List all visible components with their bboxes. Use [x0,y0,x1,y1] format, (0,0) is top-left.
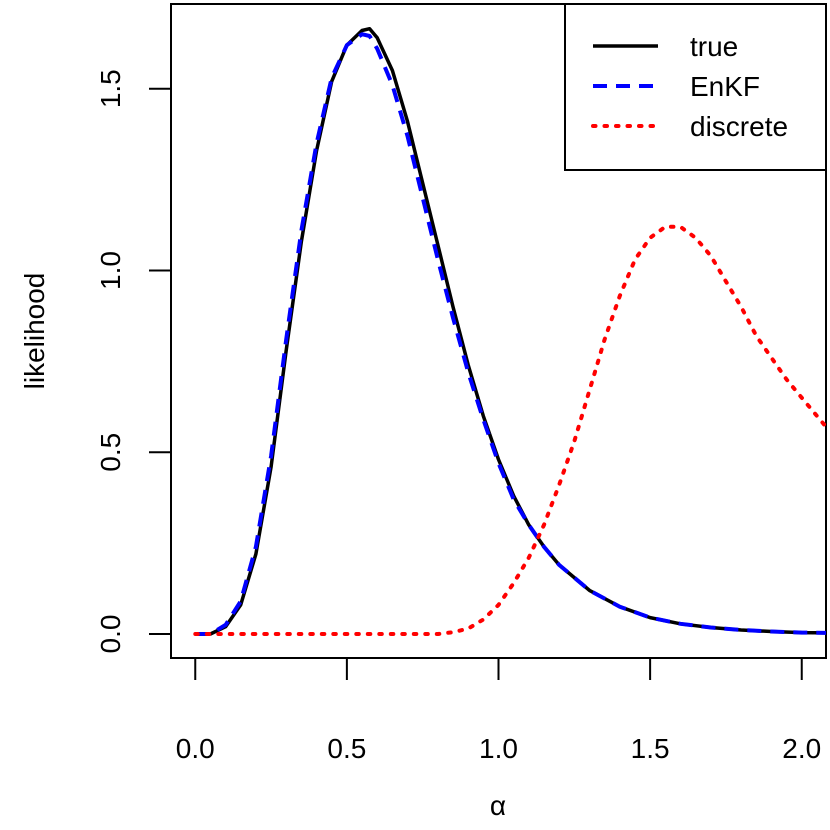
series-enkf-line [195,32,826,636]
y-tick-label: 0.0 [95,615,126,654]
y-tick-label: 1.0 [95,251,126,290]
x-tick-label: 0.5 [327,733,366,764]
x-tick-label: 2.0 [782,733,821,764]
x-tick-label: 1.0 [479,733,518,764]
y-tick-label: 0.5 [95,433,126,472]
legend-label-discrete: discrete [690,111,788,142]
legend: true EnKF discrete [564,3,827,171]
legend-label-enkf: EnKF [690,71,760,102]
series-layer [193,26,826,636]
x-axis: 0.0 0.5 1.0 1.5 2.0 [176,657,821,764]
y-tick-label: 1.5 [95,69,126,108]
x-tick-label: 1.5 [631,733,670,764]
legend-box [564,3,827,171]
x-tick-label: 0.0 [176,733,215,764]
y-axis-title: likelihood [19,273,50,390]
series-discrete-line [193,224,826,636]
y-axis: 0.0 0.5 1.0 1.5 [95,69,172,654]
x-axis-title: α [490,790,506,821]
legend-label-true: true [690,31,738,62]
